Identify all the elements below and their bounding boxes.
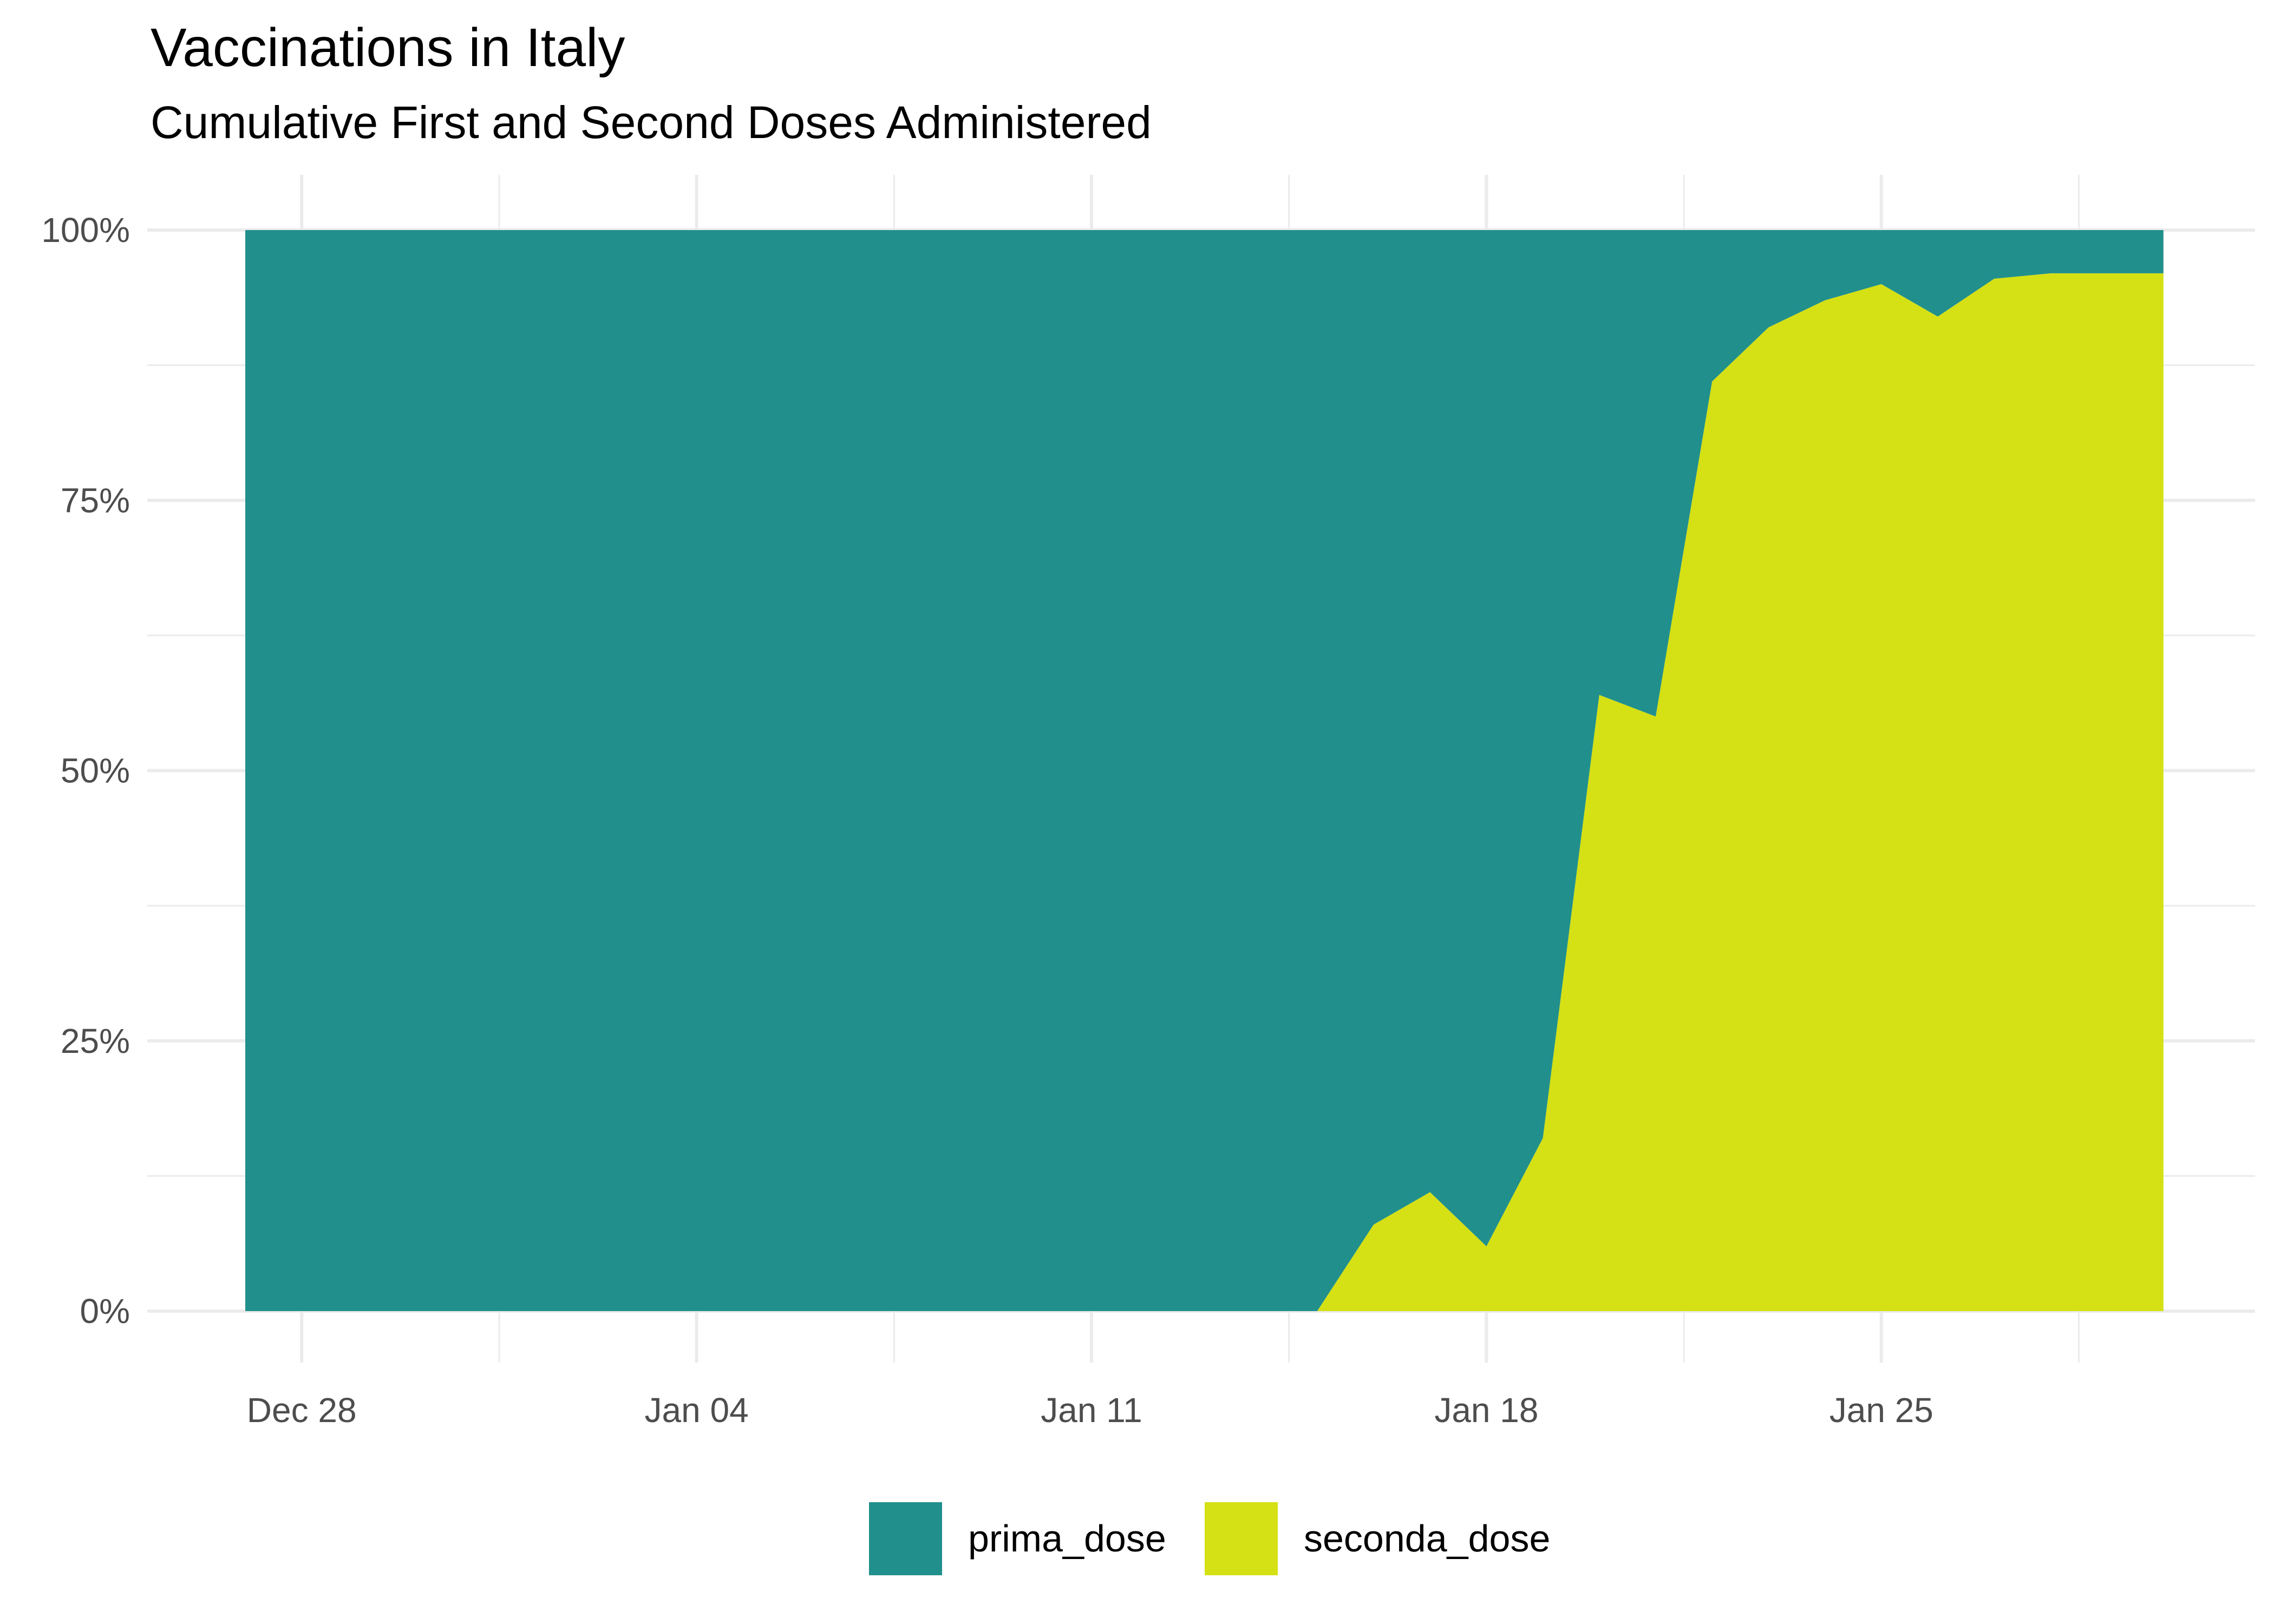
x-tick-label: Jan 04 (645, 1391, 749, 1430)
chart-subtitle: Cumulative First and Second Doses Admini… (151, 97, 1152, 148)
x-axis: Dec 28 Jan 04 Jan 11 Jan 18 Jan 25 (247, 1391, 1933, 1430)
y-tick-label: 75% (61, 481, 130, 520)
y-tick-label: 0% (80, 1292, 130, 1331)
legend-label-seconda-dose: seconda_dose (1304, 1517, 1550, 1560)
y-axis: 0% 25% 50% 75% 100% (41, 211, 130, 1331)
chart-title: Vaccinations in Italy (151, 17, 625, 78)
x-tick-label: Jan 25 (1829, 1391, 1933, 1430)
x-tick-label: Dec 28 (247, 1391, 357, 1430)
y-tick-label: 100% (41, 211, 130, 250)
legend: prima_dose seconda_dose (869, 1502, 1550, 1575)
y-tick-label: 50% (61, 751, 130, 790)
area-layers (245, 230, 2164, 1311)
x-tick-label: Jan 11 (1041, 1391, 1142, 1430)
y-tick-label: 25% (61, 1021, 130, 1060)
area-seconda-dose (245, 273, 2164, 1311)
legend-label-prima-dose: prima_dose (968, 1517, 1166, 1560)
area-prima-dose (245, 230, 2164, 1311)
legend-key-seconda-dose (1205, 1502, 1278, 1575)
legend-key-prima-dose (869, 1502, 942, 1575)
x-tick-label: Jan 18 (1434, 1391, 1538, 1430)
